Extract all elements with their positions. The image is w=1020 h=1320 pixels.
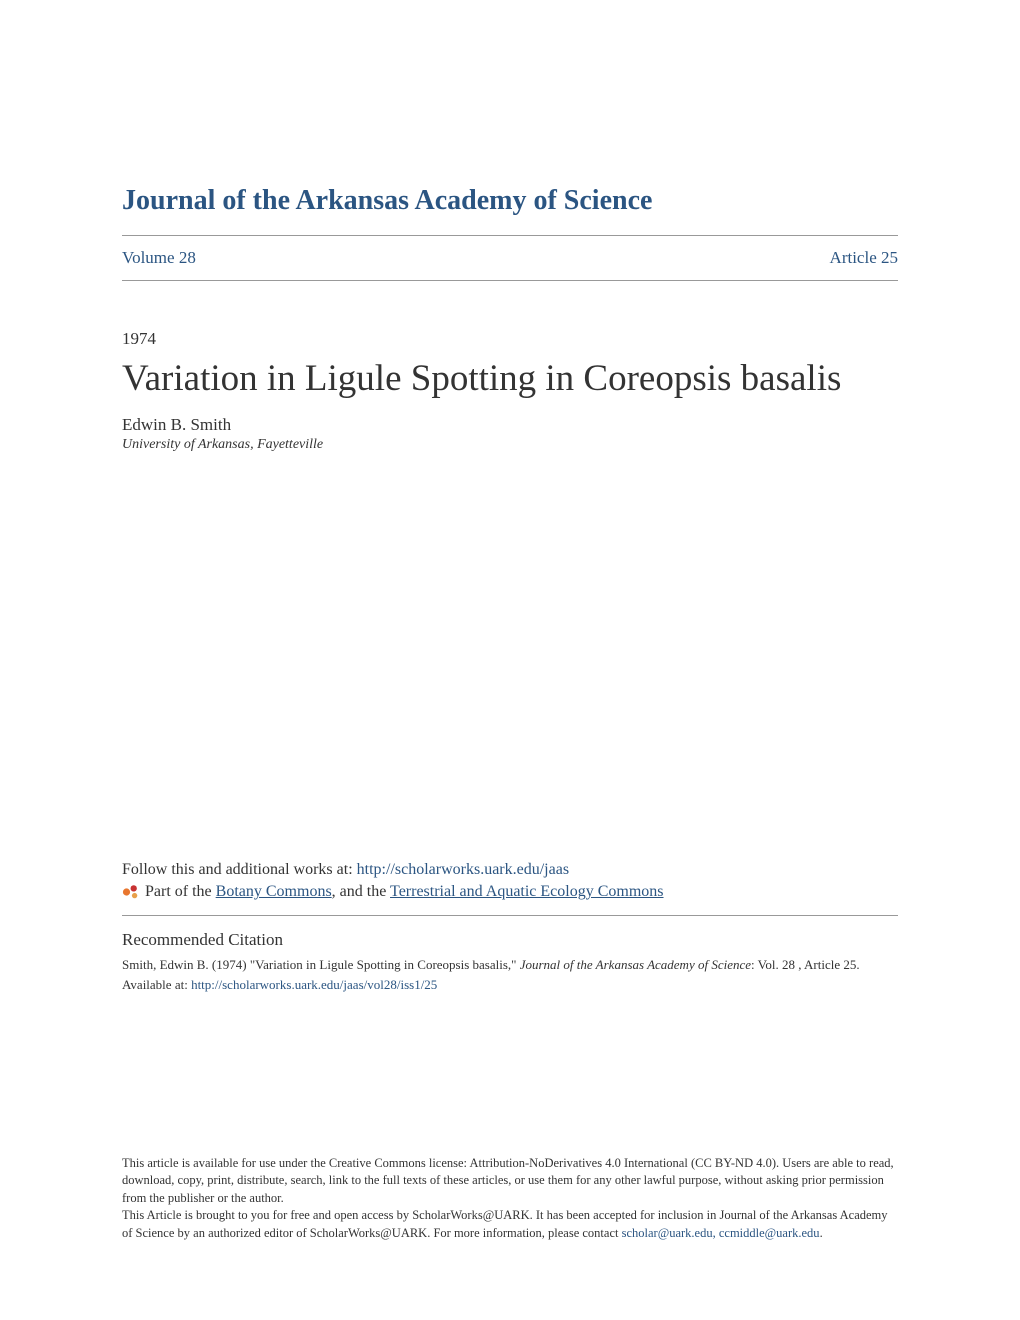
footer-access-text: This Article is brought to you for free … <box>122 1207 898 1242</box>
part-of-line: Part of the Botany Commons, and the Terr… <box>122 883 898 901</box>
journal-title[interactable]: Journal of the Arkansas Academy of Scien… <box>122 185 898 217</box>
citation-heading: Recommended Citation <box>122 930 898 950</box>
follow-prefix: Follow this and additional works at: <box>122 861 357 878</box>
footer-section: This article is available for use under … <box>122 1155 898 1243</box>
available-prefix: Available at: <box>122 977 191 992</box>
author-name: Edwin B. Smith <box>122 415 898 435</box>
footer-license-text: This article is available for use under … <box>122 1155 898 1208</box>
commons-link-1[interactable]: Botany Commons <box>216 883 332 900</box>
network-icon <box>122 883 140 901</box>
commons-separator: , and the <box>332 883 390 900</box>
commons-link-2[interactable]: Terrestrial and Aquatic Ecology Commons <box>390 883 663 900</box>
footer-contact-link[interactable]: scholar@uark.edu, ccmiddle@uark.edu <box>622 1226 820 1240</box>
follow-section: Follow this and additional works at: htt… <box>122 861 898 992</box>
follow-url-link[interactable]: http://scholarworks.uark.edu/jaas <box>357 861 569 878</box>
part-of-prefix: Part of the <box>145 883 216 900</box>
article-link[interactable]: Article 25 <box>830 248 898 268</box>
citation-body: Smith, Edwin B. (1974) "Variation in Lig… <box>122 956 898 974</box>
divider-bottom <box>122 280 898 281</box>
citation-journal-italic: Journal of the Arkansas Academy of Scien… <box>520 957 751 972</box>
citation-suffix: : Vol. 28 , Article 25. <box>751 957 860 972</box>
available-url-link[interactable]: http://scholarworks.uark.edu/jaas/vol28/… <box>191 977 437 992</box>
volume-article-row: Volume 28 Article 25 <box>122 236 898 280</box>
divider-citation <box>122 915 898 916</box>
available-at-line: Available at: http://scholarworks.uark.e… <box>122 977 898 993</box>
volume-link[interactable]: Volume 28 <box>122 248 196 268</box>
footer-para2-suffix: . <box>820 1226 823 1240</box>
author-affiliation: University of Arkansas, Fayetteville <box>122 437 898 453</box>
publication-year: 1974 <box>122 329 898 349</box>
follow-line: Follow this and additional works at: htt… <box>122 861 898 879</box>
citation-author-text: Smith, Edwin B. (1974) "Variation in Lig… <box>122 957 520 972</box>
article-title: Variation in Ligule Spotting in Coreopsi… <box>122 357 898 401</box>
